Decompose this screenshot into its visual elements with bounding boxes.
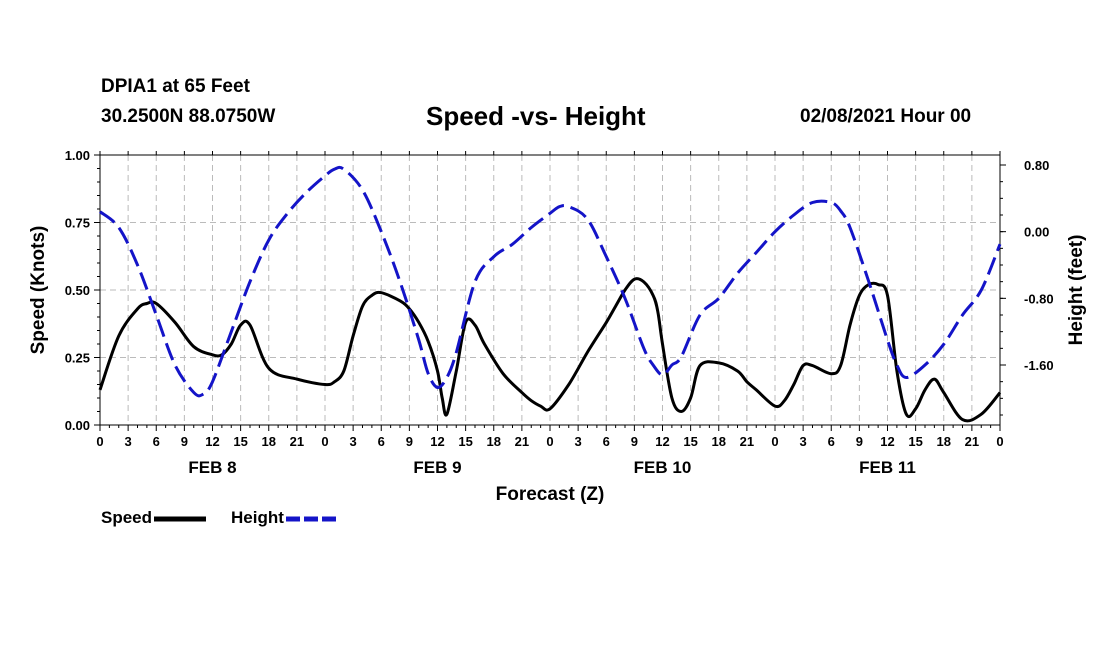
y2-tick-label: 0.00 <box>1024 225 1049 240</box>
y2-tick-label: -1.60 <box>1024 358 1054 373</box>
legend-height-swatch <box>285 516 338 522</box>
x-tick-label: 18 <box>262 434 276 449</box>
day-label: FEB 8 <box>188 458 236 477</box>
x-tick-label: 9 <box>856 434 863 449</box>
x-tick-label: 21 <box>290 434 304 449</box>
x-tick-label: 15 <box>683 434 697 449</box>
y-tick-label: 0.75 <box>65 216 90 231</box>
y2-axis-label: Height (feet) <box>1066 235 1087 346</box>
day-label: FEB 11 <box>859 458 916 477</box>
x-tick-label: 15 <box>233 434 247 449</box>
x-tick-label: 3 <box>350 434 357 449</box>
y-tick-label: 0.50 <box>65 283 90 298</box>
x-tick-label: 6 <box>828 434 835 449</box>
x-tick-label: 12 <box>655 434 669 449</box>
x-tick-label: 15 <box>908 434 922 449</box>
x-tick-label: 6 <box>378 434 385 449</box>
day-label: FEB 9 <box>413 458 461 477</box>
x-tick-label: 0 <box>96 434 103 449</box>
legend-speed-swatch <box>154 516 207 522</box>
x-tick-label: 15 <box>458 434 472 449</box>
x-tick-label: 0 <box>996 434 1003 449</box>
y-tick-label: 0.25 <box>65 351 90 366</box>
y-axis-label: Speed (Knots) <box>28 226 49 355</box>
series-line-height <box>99 165 1002 398</box>
series-lines <box>98 165 1002 423</box>
y-tick-label: 1.00 <box>65 148 90 163</box>
x-axis-label: Forecast (Z) <box>496 484 605 505</box>
legend-height: Height <box>231 508 338 528</box>
x-tick-label: 18 <box>712 434 726 449</box>
y-tick-label: 0.00 <box>65 418 90 433</box>
x-tick-label: 9 <box>631 434 638 449</box>
x-tick-label: 6 <box>153 434 160 449</box>
station-name: DPIA1 at 65 Feet <box>101 76 250 97</box>
x-tick-label: 12 <box>880 434 894 449</box>
x-tick-label: 21 <box>965 434 979 449</box>
chart-title: Speed -vs- Height <box>426 101 646 131</box>
station-coordinates: 30.2500N 88.0750W <box>101 106 276 127</box>
x-tick-label: 6 <box>603 434 610 449</box>
grid-lines <box>100 155 1000 425</box>
day-label: FEB 10 <box>634 458 692 477</box>
x-tick-label: 9 <box>406 434 413 449</box>
x-tick-label: 0 <box>771 434 778 449</box>
x-tick-label: 18 <box>937 434 951 449</box>
x-tick-label: 9 <box>181 434 188 449</box>
legend-speed: Speed <box>101 508 207 528</box>
x-tick-label: 18 <box>487 434 501 449</box>
x-tick-label: 0 <box>321 434 328 449</box>
x-tick-label: 0 <box>546 434 553 449</box>
x-tick-label: 21 <box>515 434 529 449</box>
legend-speed-label: Speed <box>101 508 153 527</box>
axis-ticks: 0 3 6 9 12 15 18 21 0 3 6 9 12 15 18 21 0 3 6 9 12 15 18 21 0 3 6 9… <box>65 148 1054 477</box>
x-tick-label: 12 <box>430 434 444 449</box>
y2-tick-label: 0.80 <box>1024 158 1049 173</box>
x-tick-label: 3 <box>800 434 807 449</box>
run-time: 02/08/2021 Hour 00 <box>800 106 972 127</box>
x-tick-label: 3 <box>125 434 132 449</box>
legend-height-label: Height <box>231 508 284 527</box>
y2-tick-label: -0.80 <box>1024 291 1054 306</box>
x-tick-label: 12 <box>205 434 219 449</box>
x-tick-label: 3 <box>575 434 582 449</box>
series-line-speed <box>98 277 1002 423</box>
x-tick-label: 21 <box>740 434 754 449</box>
